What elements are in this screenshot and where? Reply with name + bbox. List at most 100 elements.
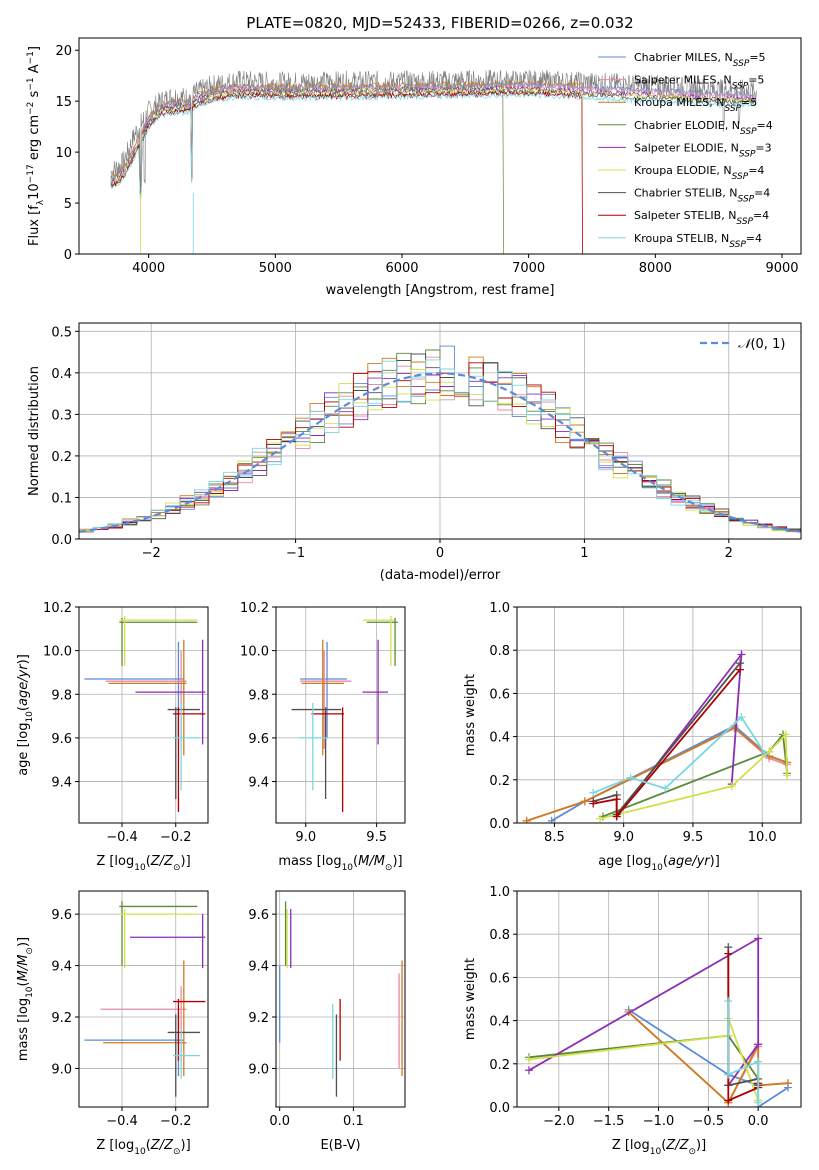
errorbar-point <box>366 617 398 666</box>
marker <box>612 795 621 804</box>
marker <box>754 1098 763 1107</box>
legend-entry: Kroupa MILES, NSSP=5 <box>634 96 757 114</box>
marker <box>547 816 556 823</box>
marker <box>737 650 746 659</box>
errorbar-point <box>105 650 187 749</box>
x-tick-label: 7000 <box>512 261 545 276</box>
errorbar-point <box>119 901 198 966</box>
axes-frame <box>516 606 802 824</box>
marker <box>784 1079 793 1088</box>
x-tick-label: 6000 <box>385 261 418 276</box>
panel-spectrum: 4000 5000 6000 7000 8000 9000 0 5 10 15 20 PLATE=08… <box>26 14 802 298</box>
model-series-7 <box>110 90 583 254</box>
mass-weight-series-8 <box>727 1001 760 1103</box>
y-tick-label: 9.2 <box>248 1011 269 1026</box>
x-tick-label: −2.0 <box>543 1114 575 1129</box>
mass-weight-series-3 <box>602 732 788 818</box>
y-tick-label: 9.4 <box>51 776 72 791</box>
x-tick-label: 9000 <box>765 261 798 276</box>
legend-entry: Chabrier ELODIE, NSSP=4 <box>634 119 773 137</box>
histogram-series-7 <box>79 362 801 534</box>
y-tick-label: 0 <box>64 248 72 263</box>
y-axis-label: Flux [fλ10−17 erg cm−2 s−1 A−1] <box>26 46 46 246</box>
plot-area <box>524 934 793 1107</box>
y-tick-label: 0.2 <box>51 450 72 465</box>
y-axis-label: age [log10(age/yr)] <box>16 654 35 776</box>
x-tick-label: 8.5 <box>544 830 565 845</box>
marker <box>765 747 774 756</box>
plot-area <box>84 901 206 1097</box>
x-tick-label: −0.4 <box>106 1114 138 1129</box>
panel-mass_Z: −0.4 −0.2 9.0 9.2 9.4 9.6 Z [log10(Z/Z⊙)] mass … <box>16 890 209 1157</box>
model-series-1 <box>110 83 757 188</box>
x-tick-label: 0.0 <box>748 1114 769 1129</box>
mass-weight-series-2 <box>526 726 788 822</box>
y-tick-label: 9.4 <box>248 776 269 791</box>
y-axis-label: mass weight <box>463 674 478 756</box>
x-tick-label: 1 <box>580 546 588 561</box>
legend-entry: Salpeter STELIB, NSSP=4 <box>634 209 769 227</box>
axes-frame <box>78 37 802 255</box>
x-tick-label: 4000 <box>132 261 165 276</box>
y-tick-label: 9.6 <box>51 908 72 923</box>
marker <box>596 814 605 823</box>
y-tick-label: 15 <box>55 95 72 110</box>
y-tick-label: 9.4 <box>51 960 72 975</box>
y-tick-label: 0.2 <box>489 774 510 789</box>
y-tick-label: 0.8 <box>489 644 510 659</box>
errorbar-point <box>119 615 198 666</box>
x-tick-label: −2 <box>142 546 161 561</box>
marker <box>754 1040 763 1049</box>
y-tick-label: 0.4 <box>489 731 510 746</box>
errorbar-point <box>130 914 206 969</box>
x-tick-label: −0.4 <box>106 830 138 845</box>
marker <box>589 788 598 797</box>
model-series-2 <box>110 79 583 254</box>
x-axis-label: (data-model)/error <box>380 568 501 583</box>
x-tick-label: 9.5 <box>683 830 704 845</box>
mass-weight-series-7 <box>593 669 741 819</box>
histogram-series-8 <box>79 359 801 535</box>
x-axis-label: Z [log10(Z/Z⊙)] <box>96 1138 190 1157</box>
y-tick-label: 0.8 <box>489 928 510 943</box>
mass-weight-series-5 <box>528 1018 760 1107</box>
mass-weight-series-0 <box>551 724 788 822</box>
mass-weight-series-3 <box>528 1034 760 1088</box>
marker <box>522 816 531 823</box>
chart-title: PLATE=0820, MJD=52433, FIBERID=0266, z=0… <box>246 14 633 32</box>
errorbar-point <box>103 960 187 1077</box>
y-tick-label: 20 <box>55 44 72 59</box>
marker <box>612 812 621 821</box>
y-tick-label: 0.3 <box>51 408 72 423</box>
panel-mass_EBV: 0.0 0.1 9.0 9.2 9.4 9.6 E(B-V) <box>248 890 406 1153</box>
errorbar-point <box>119 909 198 969</box>
y-tick-label: 9.6 <box>248 908 269 923</box>
x-tick-label: −1.5 <box>593 1114 625 1129</box>
marker <box>783 771 792 780</box>
y-tick-label: 10.0 <box>43 645 72 660</box>
x-axis-label: mass [log10(M/M⊙)] <box>278 854 402 873</box>
legend-entry: 𝒩(0, 1) <box>738 337 785 352</box>
plot-area <box>79 345 801 535</box>
marker <box>760 749 769 758</box>
plot-area <box>84 615 206 813</box>
y-tick-label: 9.4 <box>248 960 269 975</box>
x-tick-label: 10.0 <box>748 830 777 845</box>
marker <box>524 1066 533 1075</box>
marker <box>781 730 790 739</box>
errorbar-point <box>362 639 388 745</box>
marker <box>661 784 670 793</box>
y-tick-label: 0.0 <box>489 1101 510 1116</box>
panel-residuals: −2 −1 0 1 2 0.0 0.1 0.2 0.3 0.4 0.5 (data-model)/er… <box>27 322 802 583</box>
marker <box>724 1070 733 1079</box>
errorbar-point <box>100 986 187 1064</box>
marker <box>626 773 635 782</box>
axes-frame <box>275 890 406 1108</box>
panel-mw_Z: −2.0 −1.5 −1.0 −0.5 0.0 0.0 0.2 0.4 0.6 0.8 1.0 Z [… <box>463 885 802 1157</box>
errorbar-point <box>362 615 394 666</box>
x-tick-label: −0.2 <box>160 830 192 845</box>
errorbar-point <box>298 703 328 791</box>
x-tick-label: −0.5 <box>693 1114 725 1129</box>
x-axis-label: Z [log10(Z/Z⊙)] <box>96 854 190 873</box>
legend-entry: Chabrier STELIB, NSSP=4 <box>634 187 770 205</box>
